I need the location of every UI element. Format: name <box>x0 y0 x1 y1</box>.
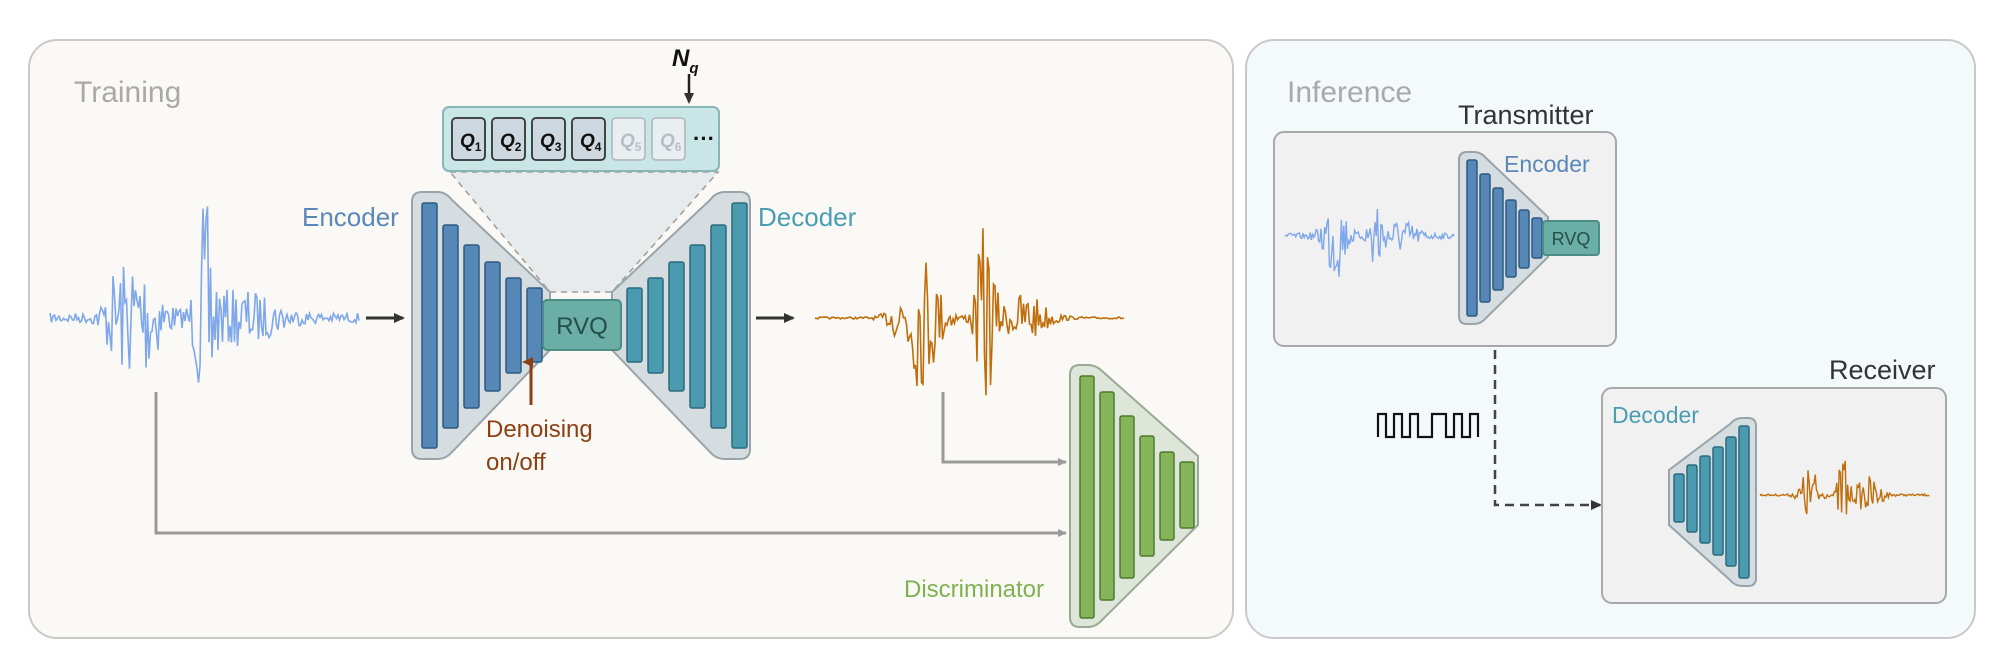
encoder-bar <box>421 202 438 449</box>
quantizer-label: Q4 <box>580 131 602 154</box>
quantizer-box <box>451 117 486 161</box>
discriminator-bar <box>1139 435 1155 557</box>
quantizer-3: Q3 <box>531 117 566 161</box>
decoder-bars <box>626 202 748 449</box>
discriminator-bar <box>1119 415 1135 579</box>
transmitter-encoder-bar <box>1492 187 1504 291</box>
denoise-label-line1: Denoising <box>486 416 593 443</box>
receiver-decoder-bar <box>1686 464 1698 533</box>
receiver-decoder-bar <box>1712 446 1724 556</box>
rvq-block <box>542 299 622 351</box>
encoder-bar <box>484 261 501 392</box>
transmitter-encoder-bar <box>1466 159 1478 317</box>
quantizer-1: Q1 <box>451 117 486 161</box>
quantizer-label: Q5 <box>620 131 642 154</box>
inference-title: Inference <box>1287 76 1412 109</box>
transmitter-box <box>1273 131 1617 347</box>
quantizer-label: Q3 <box>540 131 562 154</box>
quantizer-box <box>531 117 566 161</box>
transmitter-encoder-bar <box>1531 217 1543 259</box>
nq-label: Nq <box>672 45 699 77</box>
discriminator-label: Discriminator <box>904 576 1044 603</box>
receiver-decoder-bar <box>1673 473 1685 523</box>
discriminator-bar <box>1079 375 1095 619</box>
receiver-decoder-bar <box>1738 425 1750 579</box>
quantizer-box <box>651 117 686 161</box>
encoder-bar <box>526 287 543 363</box>
quantizer-4: Q4 <box>571 117 606 161</box>
transmitter-encoder-label: Encoder <box>1504 151 1590 177</box>
transmitter-encoder-bars <box>1466 159 1543 317</box>
quantizer-label: Q6 <box>660 131 682 154</box>
quantizer-ellipsis: ··· <box>693 126 715 151</box>
denoise-label-line2: on/off <box>486 449 546 476</box>
transmitter-rvq-block <box>1542 220 1600 256</box>
quantizer-box <box>491 117 526 161</box>
encoder-bars <box>421 202 543 449</box>
training-title: Training <box>74 76 181 109</box>
quantizer-6: Q6 <box>651 117 686 161</box>
transmitter-encoder-bar <box>1505 199 1517 278</box>
receiver-decoder-bars <box>1673 425 1750 579</box>
discriminator-bar <box>1179 461 1195 529</box>
quantizer-boxes: Q1 Q2 Q3 Q4 Q5 Q6 ··· <box>451 117 715 161</box>
rvq-label: RVQ <box>556 313 608 340</box>
decoder-bar <box>710 224 727 429</box>
transmitter-label: Transmitter <box>1458 100 1594 130</box>
receiver-decoder-bar <box>1725 436 1737 567</box>
receiver-decoder-label: Decoder <box>1612 402 1699 428</box>
encoder-bar <box>463 244 480 409</box>
bitstream-icon <box>1376 412 1480 439</box>
input-waveform <box>49 206 360 383</box>
receiver-waveform <box>1759 460 1930 515</box>
quantizer-5: Q5 <box>611 117 646 161</box>
encoder-label: Encoder <box>302 202 399 232</box>
discriminator-bar <box>1159 451 1175 541</box>
decoder-bar <box>731 202 748 449</box>
decoder-bar <box>689 244 706 409</box>
decoder-bar <box>626 287 643 363</box>
discriminator-bar <box>1099 391 1115 601</box>
decoder-bar <box>647 277 664 374</box>
output-waveform <box>814 228 1125 396</box>
transmitter-encoder-bar <box>1479 173 1491 303</box>
transmission-arrow <box>1493 350 1602 510</box>
receiver-label: Receiver <box>1829 355 1936 385</box>
encoder-bar <box>505 277 522 374</box>
transmitter-waveform <box>1284 208 1455 277</box>
input-to-discriminator-arrow <box>154 392 1067 537</box>
decoder-label: Decoder <box>758 202 857 232</box>
quantizer-label: Q1 <box>460 131 482 154</box>
quantizer-2: Q2 <box>491 117 526 161</box>
receiver-decoder-bar <box>1699 455 1711 544</box>
output-to-discriminator-arrow <box>941 392 1067 466</box>
quantizer-label: Q2 <box>500 131 522 154</box>
transmitter-encoder-bar <box>1518 209 1530 269</box>
quantizer-box <box>611 117 646 161</box>
encoder-bar <box>442 224 459 429</box>
quantizer-box <box>571 117 606 161</box>
decoder-bar <box>668 261 685 392</box>
transmitter-rvq-label: RVQ <box>1552 229 1591 249</box>
discriminator-bars <box>1079 375 1195 619</box>
